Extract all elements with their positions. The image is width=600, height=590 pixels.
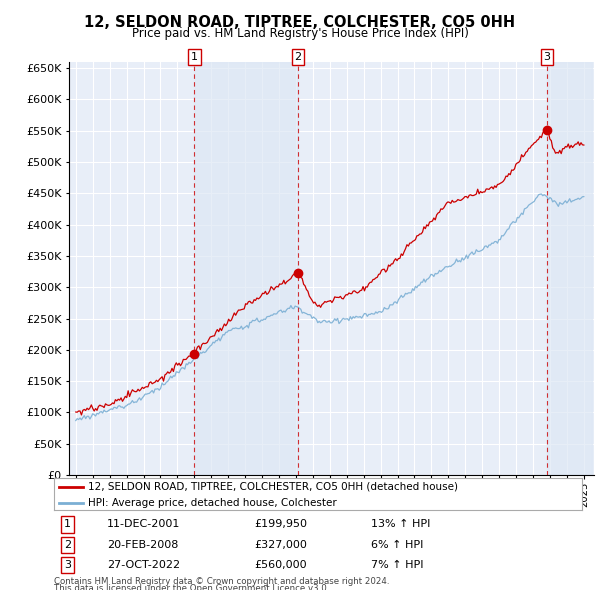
Text: 7% ↑ HPI: 7% ↑ HPI (371, 560, 424, 571)
Text: £199,950: £199,950 (254, 519, 308, 529)
Text: 1: 1 (64, 519, 71, 529)
Text: 6% ↑ HPI: 6% ↑ HPI (371, 540, 423, 550)
Text: 3: 3 (544, 52, 550, 62)
Text: 12, SELDON ROAD, TIPTREE, COLCHESTER, CO5 0HH: 12, SELDON ROAD, TIPTREE, COLCHESTER, CO… (85, 15, 515, 30)
Text: £560,000: £560,000 (254, 560, 307, 571)
Text: 20-FEB-2008: 20-FEB-2008 (107, 540, 178, 550)
Text: 11-DEC-2001: 11-DEC-2001 (107, 519, 180, 529)
Text: 2: 2 (295, 52, 302, 62)
Text: Price paid vs. HM Land Registry's House Price Index (HPI): Price paid vs. HM Land Registry's House … (131, 27, 469, 40)
Text: 2: 2 (64, 540, 71, 550)
Text: 13% ↑ HPI: 13% ↑ HPI (371, 519, 430, 529)
Bar (547, 62, 592, 475)
Text: 3: 3 (64, 560, 71, 571)
Bar (194, 62, 298, 475)
Text: Contains HM Land Registry data © Crown copyright and database right 2024.: Contains HM Land Registry data © Crown c… (54, 577, 389, 586)
Text: HPI: Average price, detached house, Colchester: HPI: Average price, detached house, Colc… (88, 498, 337, 508)
Text: £327,000: £327,000 (254, 540, 308, 550)
Text: 1: 1 (191, 52, 198, 62)
Text: 12, SELDON ROAD, TIPTREE, COLCHESTER, CO5 0HH (detached house): 12, SELDON ROAD, TIPTREE, COLCHESTER, CO… (88, 482, 458, 492)
Text: 27-OCT-2022: 27-OCT-2022 (107, 560, 180, 571)
Text: This data is licensed under the Open Government Licence v3.0.: This data is licensed under the Open Gov… (54, 584, 329, 590)
